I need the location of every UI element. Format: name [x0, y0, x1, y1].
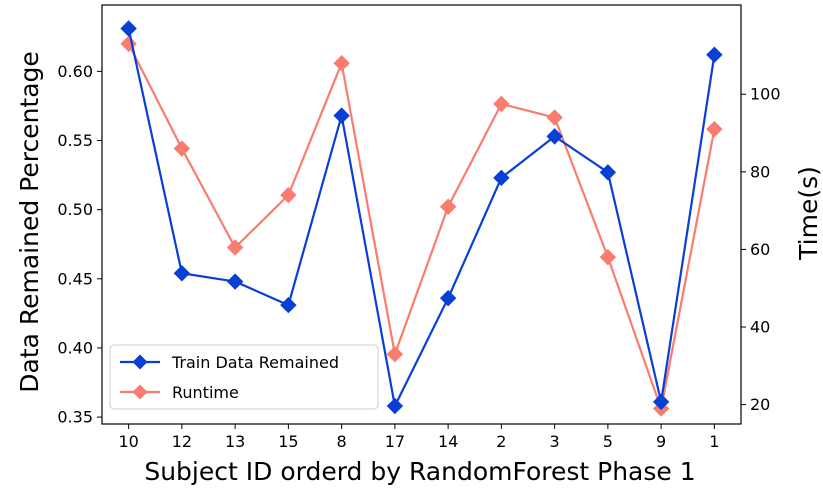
- x-tick-label-3: 3: [550, 432, 560, 451]
- x-tick-label-1: 1: [709, 432, 719, 451]
- legend-label-runtime: Runtime: [172, 383, 239, 402]
- point-train-data-remained-15: [280, 296, 297, 314]
- legend-label-train-data-remained: Train Data Remained: [171, 353, 339, 372]
- point-train-data-remained-1: [706, 46, 723, 63]
- point-train-data-remained-2: [493, 169, 510, 187]
- x-tick-label-8: 8: [337, 432, 347, 451]
- x-axis-title: Subject ID orderd by RandomForest Phase …: [144, 457, 695, 486]
- x-tick-label-14: 14: [438, 432, 458, 451]
- axes: 10 12 13 15 8 17 14 2 3 5 9 1 0.35 0.40 0.45 0.50 0.55 0.…: [57, 4, 781, 451]
- point-train-data-remained-5: [599, 164, 617, 181]
- point-runtime-2: [493, 95, 510, 113]
- y-left-tick-label-0.35: 0.35: [57, 408, 93, 427]
- x-tick-label-15: 15: [278, 432, 298, 451]
- plot-area: [120, 20, 723, 417]
- y-right-tick-label-80: 80: [750, 162, 770, 181]
- point-runtime-12: [173, 140, 191, 157]
- point-train-data-remained-14: [439, 289, 457, 307]
- y-left-tick-label-0.45: 0.45: [57, 269, 93, 288]
- plot-frame: [101, 4, 742, 425]
- y-axis-right-title: Time(s): [794, 166, 823, 261]
- y-right-tick-label-60: 60: [750, 240, 770, 259]
- x-tick-label-12: 12: [172, 432, 192, 451]
- series-line-runtime: [127, 43, 716, 410]
- point-runtime-8: [333, 54, 350, 72]
- point-train-data-remained-9: [652, 393, 670, 411]
- point-train-data-remained-12: [173, 265, 191, 282]
- x-tick-label-13: 13: [225, 432, 245, 451]
- y-axis-left-title: Data Remained Percentage: [15, 51, 44, 393]
- y-left-tick-label-0.40: 0.40: [57, 338, 93, 357]
- x-tick-label-9: 9: [656, 432, 666, 451]
- y-left-tick-label-0.60: 0.60: [57, 62, 93, 81]
- x-tick-label-10: 10: [118, 432, 138, 451]
- point-runtime-15: [280, 186, 297, 204]
- point-train-data-remained-17: [386, 397, 404, 415]
- legend-marker-train-data-remained: [132, 354, 148, 370]
- point-train-data-remained-8: [333, 107, 350, 124]
- point-train-data-remained-3: [546, 128, 563, 145]
- x-tick-label-2: 2: [496, 432, 506, 451]
- point-runtime-5: [599, 248, 617, 266]
- x-tick-label-5: 5: [603, 432, 613, 451]
- y-left-tick-label-0.50: 0.50: [57, 200, 93, 219]
- legend-box: [109, 344, 379, 410]
- point-runtime-1: [706, 120, 723, 138]
- point-runtime-3: [546, 109, 563, 126]
- series-line-train-data-remained: [127, 28, 716, 408]
- point-runtime-13: [226, 239, 244, 256]
- point-runtime-14: [439, 198, 457, 215]
- point-train-data-remained-10: [120, 20, 137, 37]
- y-right-tick-label-100: 100: [750, 85, 781, 104]
- y-right-tick-label-20: 20: [750, 395, 770, 414]
- point-train-data-remained-13: [226, 273, 244, 290]
- legend-marker-runtime: [132, 384, 148, 400]
- legend: Train Data Remained Runtime: [109, 344, 379, 410]
- point-runtime-17: [386, 345, 404, 363]
- y-left-tick-label-0.55: 0.55: [57, 131, 93, 150]
- x-tick-label-17: 17: [385, 432, 405, 451]
- y-right-tick-label-40: 40: [750, 318, 770, 337]
